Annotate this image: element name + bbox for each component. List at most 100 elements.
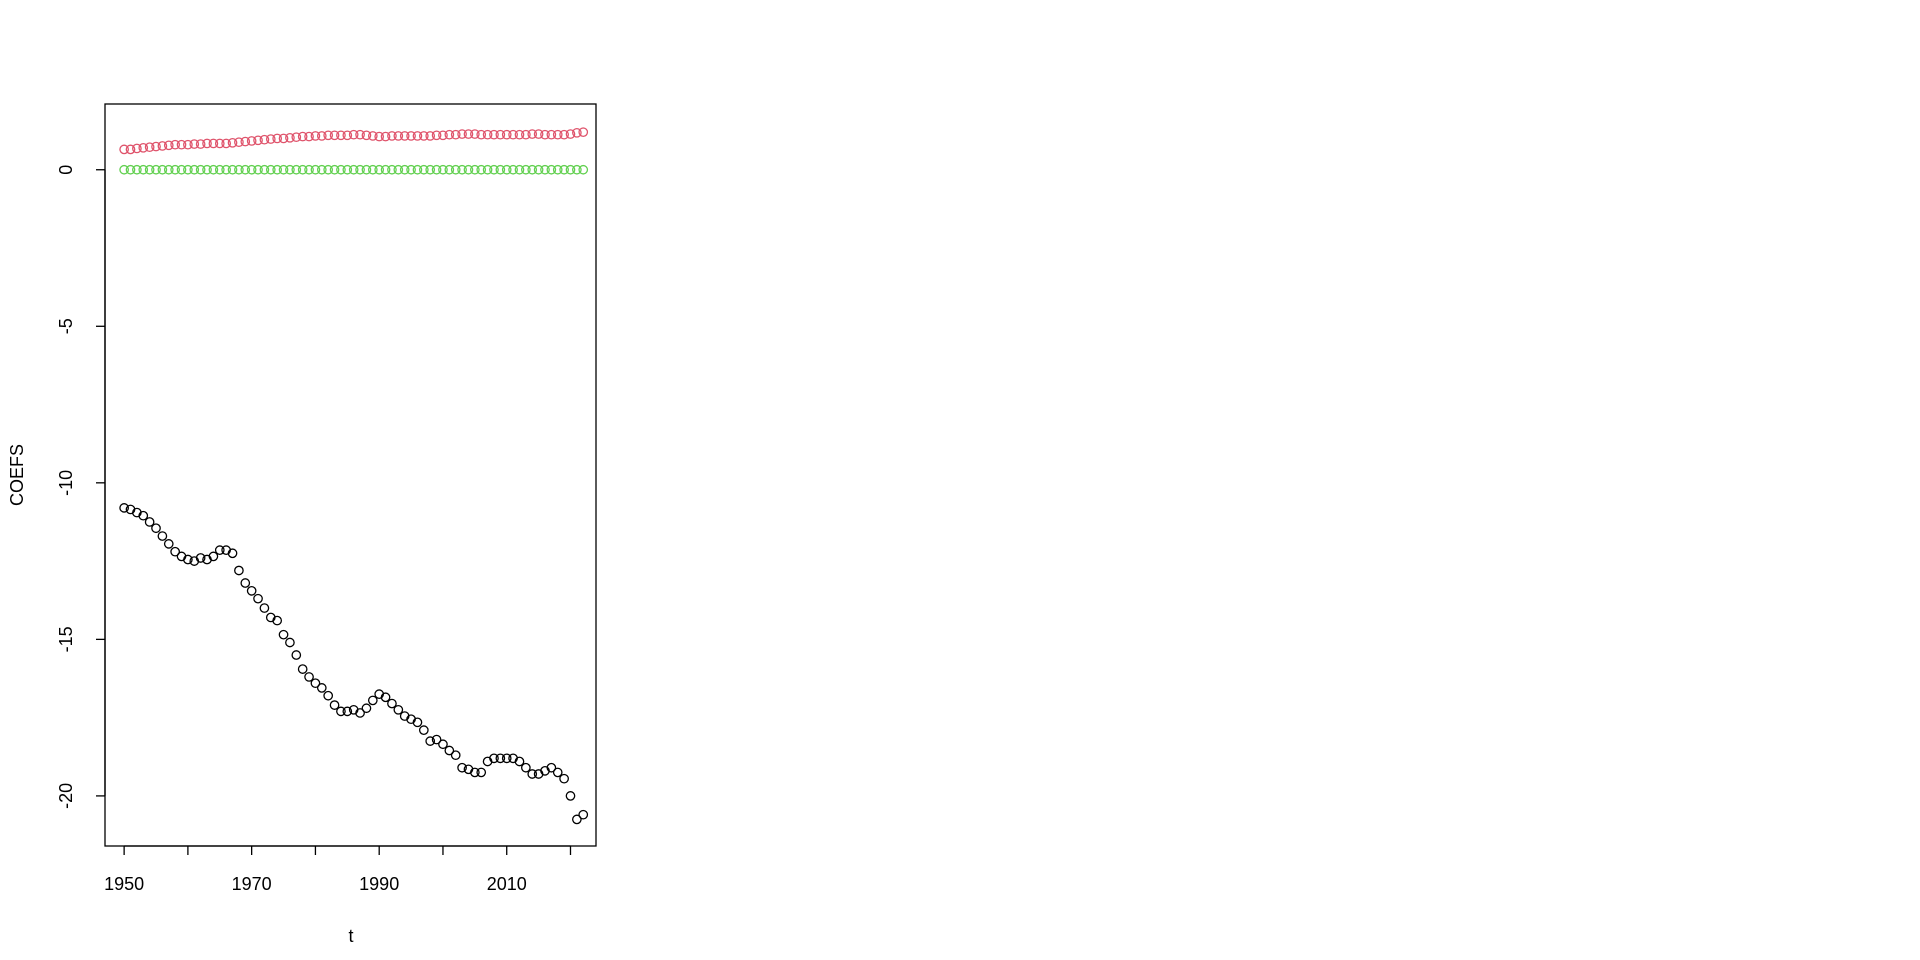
data-point <box>272 615 283 626</box>
data-point <box>227 548 238 559</box>
data-point <box>329 130 340 141</box>
data-point <box>202 138 212 149</box>
x-tick-label: 1950 <box>104 874 144 894</box>
data-point <box>540 129 550 140</box>
y-tick-label: -10 <box>56 470 76 496</box>
data-point <box>183 139 193 150</box>
data-point <box>119 503 129 513</box>
data-point <box>157 531 168 541</box>
data-point <box>469 129 480 139</box>
data-point <box>246 136 257 146</box>
data-point <box>119 164 129 175</box>
data-point <box>380 131 391 142</box>
data-point <box>176 164 187 175</box>
data-point <box>482 164 493 175</box>
data-point <box>559 164 569 175</box>
data-point <box>425 736 436 746</box>
data-point <box>157 164 168 175</box>
data-point <box>278 164 289 175</box>
data-point <box>508 129 518 140</box>
data-point <box>527 129 538 139</box>
data-point <box>323 164 334 175</box>
data-point <box>444 164 455 175</box>
data-point <box>170 164 180 175</box>
data-point <box>380 692 391 703</box>
data-point <box>119 144 129 155</box>
data-point <box>438 739 448 750</box>
data-point <box>342 130 353 141</box>
data-point <box>431 164 442 175</box>
data-point <box>374 164 385 175</box>
data-point <box>132 164 142 175</box>
data-point <box>501 129 512 140</box>
data-point <box>355 129 365 140</box>
data-point <box>387 698 397 709</box>
y-tick-label: -5 <box>56 318 76 334</box>
data-point <box>208 551 219 562</box>
data-point <box>214 164 225 175</box>
data-point <box>214 545 225 555</box>
data-point <box>272 133 283 144</box>
data-point <box>253 593 263 604</box>
data-point <box>476 767 487 778</box>
data-point <box>495 753 506 764</box>
data-point <box>521 129 531 140</box>
data-point <box>195 164 206 175</box>
data-point <box>208 138 219 149</box>
x-axis: 1950 1970 1990 2010 <box>104 845 572 894</box>
data-point <box>304 164 314 175</box>
data-point <box>316 683 327 693</box>
data-point <box>476 164 487 175</box>
data-point <box>138 164 149 175</box>
data-point <box>170 546 180 557</box>
data-point <box>387 164 397 175</box>
data-point <box>163 164 174 175</box>
data-point <box>240 578 251 588</box>
data-point <box>355 164 365 175</box>
data-point <box>291 650 302 660</box>
data-point <box>195 139 206 149</box>
data-point <box>406 131 416 141</box>
data-point <box>163 140 174 151</box>
data-point <box>246 585 257 596</box>
data-point <box>361 164 372 175</box>
data-point <box>170 139 180 150</box>
data-point <box>559 773 569 784</box>
data-point <box>227 137 238 148</box>
x-tick-label: 2010 <box>487 874 527 894</box>
data-point <box>176 139 187 150</box>
series-1 <box>119 503 589 825</box>
series-3 <box>119 164 589 175</box>
data-point <box>265 134 276 144</box>
data-point <box>208 164 219 175</box>
data-point <box>329 164 340 175</box>
data-point <box>489 129 499 140</box>
y-axis-label: COEFS <box>7 444 27 506</box>
data-point <box>521 164 531 175</box>
data-point <box>380 164 391 175</box>
data-point <box>323 130 334 141</box>
data-point <box>348 129 359 140</box>
data-point <box>367 164 378 175</box>
data-point <box>495 164 506 175</box>
data-point <box>546 762 557 773</box>
data-point <box>438 130 448 141</box>
series-2 <box>119 127 589 155</box>
data-point <box>565 129 576 139</box>
data-point <box>521 762 531 773</box>
data-point <box>457 164 467 175</box>
data-point <box>214 138 225 149</box>
data-point <box>572 164 582 175</box>
data-point <box>138 142 149 153</box>
data-point <box>234 565 244 576</box>
data-point <box>533 129 544 139</box>
data-point <box>469 164 480 175</box>
data-point <box>316 164 327 175</box>
data-point <box>253 164 263 175</box>
y-tick-label: -20 <box>56 783 76 809</box>
data-point <box>163 539 174 549</box>
data-point <box>393 704 404 715</box>
data-point <box>450 164 461 175</box>
data-point <box>138 510 149 521</box>
